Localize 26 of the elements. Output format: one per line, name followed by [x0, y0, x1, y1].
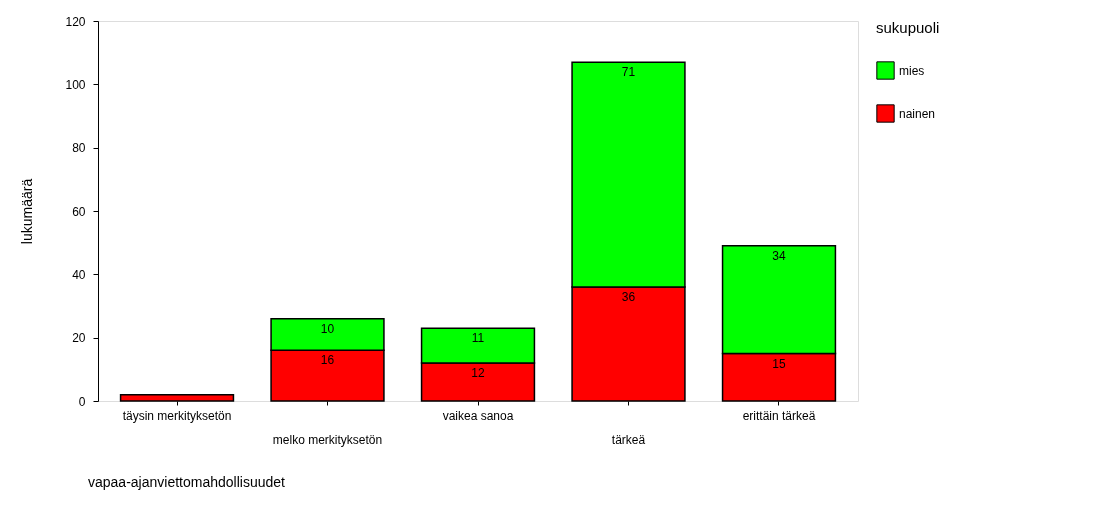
data-label: 11: [471, 331, 485, 346]
legend-title: sukupuoli: [876, 19, 940, 36]
y-tick-label: 40: [72, 267, 86, 282]
legend-label: nainen: [899, 106, 936, 121]
legend-label: mies: [899, 63, 925, 78]
y-axis-title: lukumäärä: [19, 178, 36, 245]
y-tick-label: 60: [72, 204, 86, 219]
bar: [119, 393, 235, 402]
x-axis-title: vapaa-ajanviettomahdollisuudet: [88, 474, 286, 490]
data-label: 16: [320, 353, 335, 368]
y-tick-label: 0: [78, 394, 86, 409]
x-tick-label: vaikea sanoa: [442, 409, 514, 423]
x-tick-label: erittäin tärkeä: [742, 409, 816, 423]
y-tick-label: 100: [65, 77, 86, 92]
x-tick-label: melko merkityksetön: [272, 433, 383, 447]
data-label: 10: [320, 321, 335, 336]
data-label: 36: [621, 290, 636, 304]
data-label: 15: [772, 356, 786, 371]
y-tick-label: 120: [65, 14, 86, 29]
data-label: 12: [471, 366, 485, 380]
y-tick-label: 20: [72, 331, 86, 346]
x-tick-label: täysin merkityksetön: [122, 409, 232, 423]
x-tick-label: tärkeä: [611, 433, 646, 447]
data-label: 71: [621, 65, 636, 80]
y-tick-label: 80: [72, 141, 86, 156]
data-label: 34: [772, 248, 786, 263]
